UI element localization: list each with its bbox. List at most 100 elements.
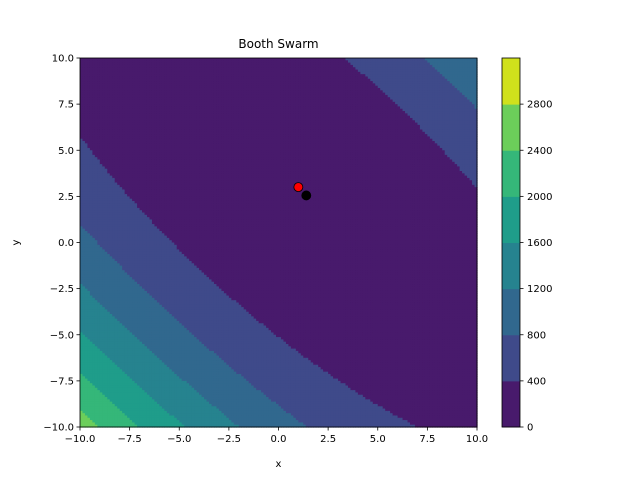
contour-cell [87, 129, 91, 133]
contour-cell [87, 290, 91, 294]
contour-cell [82, 244, 86, 248]
contour-cell [82, 85, 86, 89]
contour-cell [97, 217, 101, 221]
contour-cell [89, 362, 93, 366]
contour-cell [97, 249, 101, 253]
contour-cell [87, 300, 91, 304]
contour-cell [84, 124, 89, 128]
contour-cell [97, 297, 101, 301]
contour-cell [89, 242, 93, 246]
contour-cell [92, 221, 96, 225]
contour-cell [94, 150, 98, 154]
contour-cell [87, 244, 91, 248]
contour-cell [80, 187, 84, 191]
contour-cell [82, 161, 86, 165]
contour-cell [82, 267, 86, 271]
contour-cell [97, 265, 101, 269]
contour-cell [99, 108, 103, 112]
contour-cell [94, 364, 98, 368]
contour-cell [97, 369, 101, 373]
contour-cell [82, 270, 86, 274]
contour-cell [82, 295, 86, 299]
contour-cell [94, 230, 98, 234]
contour-cell [102, 194, 106, 197]
contour-cell [82, 141, 86, 144]
contour-cell [94, 332, 98, 336]
contour-cell [99, 184, 103, 188]
contour-cell [84, 313, 89, 317]
contour-cell [97, 260, 101, 264]
contour-cell [97, 394, 101, 398]
contour-cell [82, 277, 86, 280]
contour-cell [94, 277, 98, 280]
contour-cell [84, 247, 89, 251]
contour-cell [89, 87, 93, 91]
contour-cell [84, 111, 89, 114]
contour-cell [89, 235, 93, 239]
contour-cell [89, 346, 93, 350]
contour-cell [97, 288, 101, 292]
contour-cell [99, 371, 103, 375]
contour-cell [89, 71, 93, 75]
contour-cell [99, 111, 103, 114]
contour-cell [82, 237, 86, 241]
contour-cell [89, 230, 93, 234]
contour-cell [97, 99, 101, 103]
contour-cell [89, 297, 93, 301]
contour-cell [92, 189, 96, 193]
contour-cell [87, 413, 91, 417]
contour-cell [97, 224, 101, 227]
contour-cell [92, 115, 96, 119]
contour-cell [97, 129, 101, 133]
contour-cell [102, 221, 106, 225]
contour-cell [89, 83, 93, 87]
contour-cell [82, 334, 86, 338]
contour-cell [102, 90, 106, 94]
contour-cell [80, 413, 84, 417]
contour-cell [87, 339, 91, 343]
contour-cell [84, 327, 89, 331]
contour-cell [89, 367, 93, 370]
contour-cell [92, 401, 96, 405]
contour-cell [80, 249, 84, 253]
contour-cell [87, 320, 91, 324]
contour-cell [84, 300, 89, 304]
contour-cell [99, 380, 103, 384]
contour-cell [84, 249, 89, 253]
contour-cell [89, 217, 93, 221]
contour-cell [87, 207, 91, 211]
contour-cell [87, 242, 91, 246]
contour-cell [89, 316, 93, 320]
contour-cell [92, 71, 96, 75]
contour-cell [84, 164, 89, 167]
contour-cell [99, 122, 103, 126]
contour-cell [82, 397, 86, 400]
contour-cell [84, 136, 89, 140]
contour-cell [92, 307, 96, 310]
contour-cell [102, 177, 106, 181]
contour-cell [99, 154, 103, 158]
contour-cell [89, 97, 93, 101]
contour-cell [87, 212, 91, 216]
contour-cell [87, 357, 91, 361]
contour-cell [94, 62, 98, 66]
contour-cell [97, 284, 101, 287]
contour-cell [82, 207, 86, 211]
contour-cell [82, 383, 86, 387]
contour-cell [99, 364, 103, 368]
contour-cell [97, 138, 101, 142]
contour-cell [82, 367, 86, 370]
contour-cell [87, 143, 91, 147]
contour-cell [94, 134, 98, 138]
contour-cell [94, 90, 98, 94]
contour-cell [89, 104, 93, 108]
contour-cell [84, 258, 89, 262]
contour-cell [99, 224, 103, 227]
contour-cell [99, 177, 103, 181]
contour-cell [99, 385, 103, 389]
contour-cell [80, 403, 84, 407]
contour-cell [84, 143, 89, 147]
contour-cell [82, 323, 86, 327]
contour-cell [82, 415, 86, 419]
contour-cell [97, 161, 101, 165]
